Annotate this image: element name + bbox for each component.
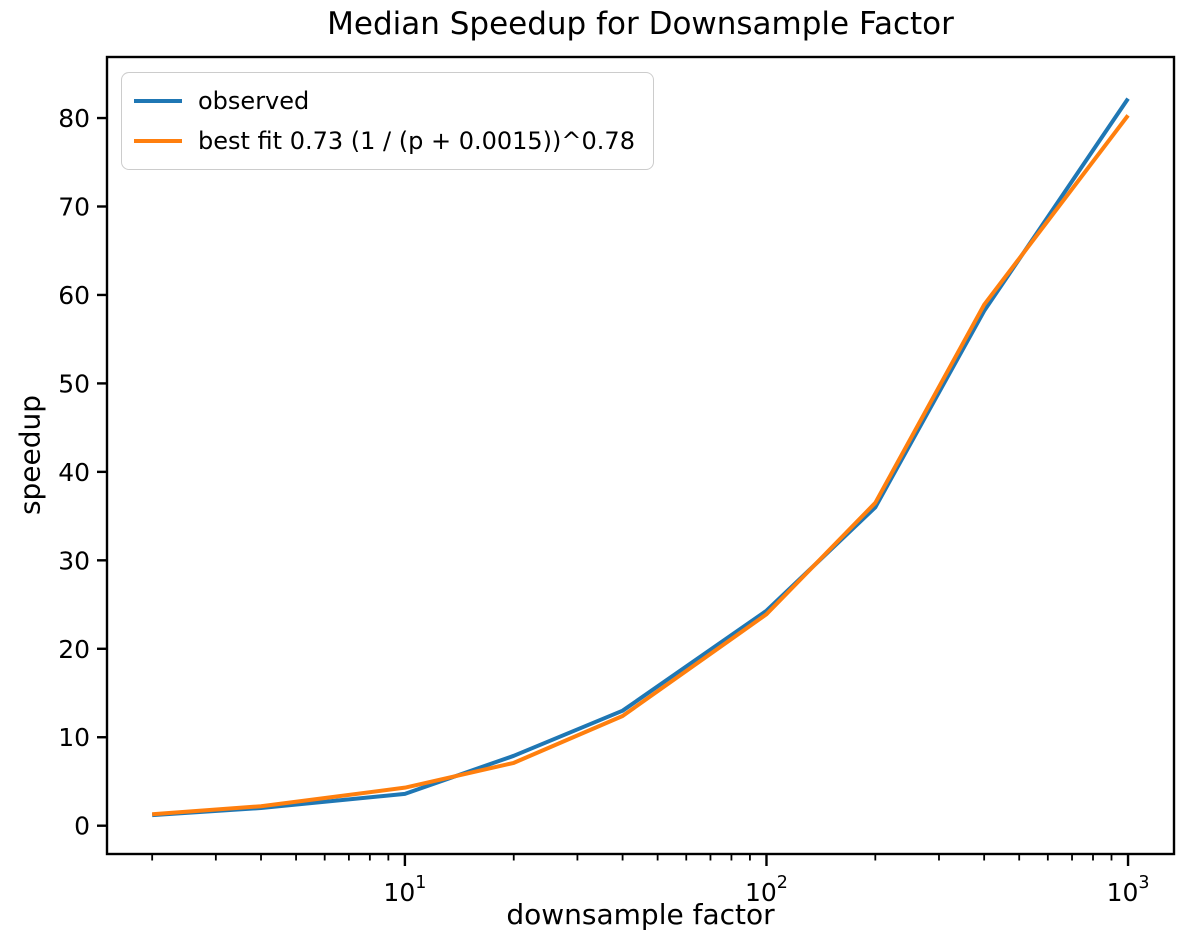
best-fit-line bbox=[152, 114, 1130, 817]
legend-label: best fit 0.73 (1 / (p + 0.0015))^0.78 bbox=[198, 127, 635, 155]
y-tick-label: 40 bbox=[58, 458, 90, 487]
x-axis-label: downsample factor bbox=[506, 898, 775, 931]
y-tick-label: 80 bbox=[58, 104, 90, 133]
y-tick-label: 70 bbox=[58, 192, 90, 221]
series-layer bbox=[152, 97, 1130, 818]
legend-box: observed best fit 0.73 (1 / (p + 0.0015)… bbox=[121, 72, 654, 170]
y-tick-label: 50 bbox=[58, 369, 90, 398]
plot-border bbox=[105, 55, 1176, 856]
y-tick-label: 60 bbox=[58, 281, 90, 310]
y-tick-label: 0 bbox=[74, 812, 90, 841]
best-fit-line-swatch bbox=[134, 139, 182, 143]
x-tick-label: 102 bbox=[745, 873, 788, 907]
y-tick-label: 30 bbox=[58, 546, 90, 575]
legend-item-best-fit: best fit 0.73 (1 / (p + 0.0015))^0.78 bbox=[134, 121, 635, 161]
legend-label: observed bbox=[198, 87, 310, 115]
y-tick-label: 20 bbox=[58, 635, 90, 664]
axes-layer: 0 10 20 30 40 50 60 70 80 101 102 103 bbox=[58, 104, 1149, 907]
x-tick-label: 101 bbox=[383, 873, 426, 907]
observed-line bbox=[152, 97, 1130, 818]
observed-line-swatch bbox=[134, 99, 182, 103]
chart-title: Median Speedup for Downsample Factor bbox=[327, 6, 954, 42]
x-tick-label: 103 bbox=[1107, 873, 1150, 907]
y-axis-label: speedup bbox=[13, 394, 47, 516]
y-tick-label: 10 bbox=[58, 723, 90, 752]
legend-item-observed: observed bbox=[134, 81, 635, 121]
